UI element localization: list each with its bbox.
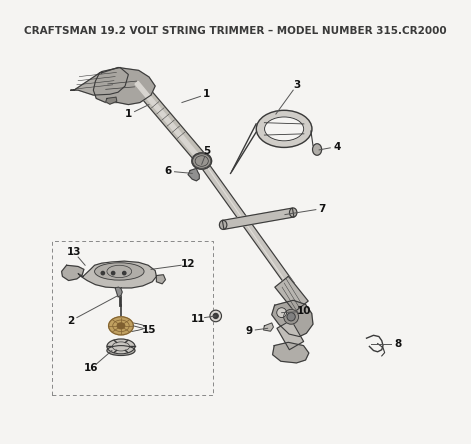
Text: 5: 5	[203, 146, 211, 156]
Polygon shape	[263, 323, 273, 331]
Circle shape	[101, 271, 105, 275]
Ellipse shape	[256, 111, 312, 147]
Circle shape	[210, 310, 221, 322]
Polygon shape	[135, 81, 201, 160]
Text: 16: 16	[84, 364, 98, 373]
Polygon shape	[62, 265, 84, 281]
Polygon shape	[199, 160, 294, 288]
Ellipse shape	[109, 317, 133, 335]
Circle shape	[284, 309, 299, 324]
Text: 2: 2	[67, 316, 75, 326]
Ellipse shape	[117, 323, 125, 329]
Polygon shape	[71, 67, 129, 95]
Ellipse shape	[107, 345, 135, 356]
Ellipse shape	[265, 117, 304, 141]
Polygon shape	[272, 300, 313, 337]
Polygon shape	[188, 168, 199, 181]
Polygon shape	[222, 208, 294, 230]
Polygon shape	[277, 320, 304, 350]
Polygon shape	[106, 97, 117, 104]
Polygon shape	[273, 342, 309, 363]
Circle shape	[213, 313, 218, 318]
Text: 9: 9	[245, 326, 252, 336]
Text: 15: 15	[142, 325, 156, 335]
Ellipse shape	[107, 339, 135, 354]
Text: 13: 13	[66, 247, 81, 257]
Text: 1: 1	[125, 110, 132, 119]
Ellipse shape	[192, 153, 211, 169]
Polygon shape	[115, 287, 122, 297]
Text: 10: 10	[297, 306, 311, 317]
Polygon shape	[275, 276, 308, 312]
Circle shape	[122, 271, 126, 275]
Text: 1: 1	[203, 89, 211, 99]
Text: 11: 11	[191, 313, 205, 324]
Polygon shape	[156, 275, 165, 284]
Ellipse shape	[290, 208, 297, 217]
Text: CRAFTSMAN 19.2 VOLT STRING TRIMMER – MODEL NUMBER 315.CR2000: CRAFTSMAN 19.2 VOLT STRING TRIMMER – MOD…	[24, 26, 447, 36]
Text: 8: 8	[394, 338, 401, 349]
Circle shape	[287, 313, 295, 321]
Circle shape	[276, 308, 286, 317]
Ellipse shape	[313, 144, 322, 155]
Polygon shape	[131, 78, 205, 162]
Circle shape	[112, 271, 115, 275]
Text: 12: 12	[180, 259, 195, 270]
Ellipse shape	[95, 263, 144, 280]
Text: 4: 4	[333, 142, 341, 152]
Text: 6: 6	[164, 166, 171, 176]
Text: 7: 7	[319, 204, 326, 214]
Ellipse shape	[219, 220, 227, 230]
Polygon shape	[78, 261, 156, 288]
Text: 3: 3	[293, 80, 300, 90]
Polygon shape	[93, 67, 155, 105]
